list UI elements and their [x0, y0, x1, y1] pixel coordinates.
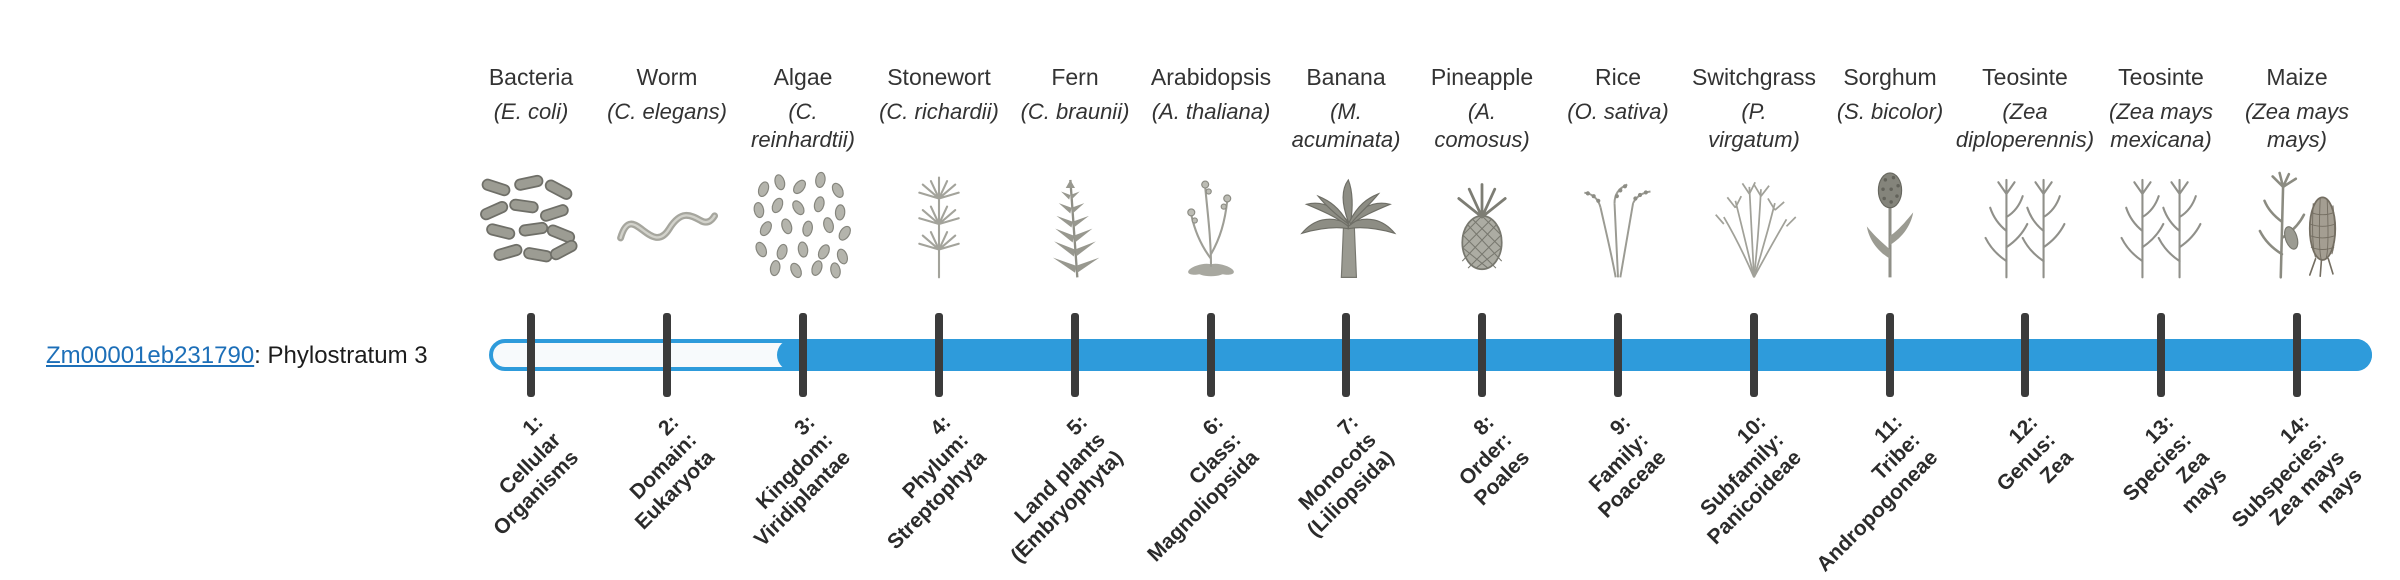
- organism-column: Rice (O. sativa): [1543, 62, 1693, 282]
- stratum-tick: [1886, 313, 1894, 397]
- banana-illustration: [1288, 164, 1404, 282]
- organism-common-name: Bacteria: [488, 64, 574, 90]
- organism-column: Teosinte (Zea mays mexicana): [2086, 62, 2236, 282]
- stratum-tick: [663, 313, 671, 397]
- organism-scientific-name: (S. bicolor): [1836, 99, 1944, 124]
- organism-common-name: Banana: [1306, 64, 1386, 90]
- organism-column: Sorghum (S. bicolor): [1815, 62, 1965, 282]
- organism-common-name: Rice: [1594, 64, 1641, 90]
- organism-column: Maize (Zea mays mays): [2222, 62, 2372, 282]
- organism-column: Fern (C. braunii): [1000, 62, 1150, 282]
- algae-illustration: [745, 164, 861, 282]
- stratum-tick: [799, 313, 807, 397]
- organism-column: Bacteria (E. coli): [456, 62, 606, 282]
- organism-common-name: Teosinte: [1982, 64, 2068, 90]
- organism-common-name: Switchgrass: [1692, 64, 1816, 90]
- arabidopsis-illustration: [1153, 164, 1269, 282]
- stratum-tick: [2293, 313, 2301, 397]
- organism-scientific-name: (C. reinhardtii): [751, 99, 855, 152]
- stratum-tick: [935, 313, 943, 397]
- organism-common-name: Arabidopsis: [1150, 64, 1272, 90]
- stratum-tick: [1071, 313, 1079, 397]
- organism-common-name: Worm: [636, 64, 698, 90]
- organism-column: Worm (C. elegans): [592, 62, 742, 282]
- organism-common-name: Teosinte: [2118, 64, 2204, 90]
- organism-scientific-name: (O. sativa): [1567, 99, 1669, 124]
- organism-scientific-name: (E. coli): [493, 99, 569, 124]
- rice-illustration: [1560, 164, 1676, 282]
- organism-column: Pineapple (A. comosus): [1407, 62, 1557, 282]
- stonewort-illustration: [881, 164, 997, 282]
- stratum-tick: [1342, 313, 1350, 397]
- maize-illustration: [2239, 164, 2355, 282]
- stratum-tick: [2021, 313, 2029, 397]
- teosinte-illustration: [1967, 164, 2083, 282]
- organism-scientific-name: (Zea mays mays): [2245, 99, 2349, 152]
- phylostratum-text: : Phylostratum 3: [254, 342, 428, 369]
- organism-scientific-name: (C. elegans): [607, 99, 727, 124]
- teosinte-illustration: [2103, 164, 2219, 282]
- organism-column: Switchgrass (P. virgatum): [1679, 62, 1829, 282]
- organism-column: Stonewort (C. richardii): [864, 62, 1014, 282]
- worm-illustration: [609, 164, 725, 282]
- gene-id-link[interactable]: Zm00001eb231790: [46, 342, 255, 369]
- organism-scientific-name: (Zea mays mexicana): [2109, 99, 2213, 152]
- stratum-tick: [1207, 313, 1215, 397]
- organism-column: Arabidopsis (A. thaliana): [1136, 62, 1286, 282]
- organism-scientific-name: (M. acuminata): [1291, 99, 1401, 152]
- stratum-tick: [1750, 313, 1758, 397]
- organism-column: Teosinte (Zea diploperennis): [1950, 62, 2100, 282]
- organism-common-name: Fern: [1051, 64, 1099, 90]
- stratum-tick: [1478, 313, 1486, 397]
- organism-scientific-name: (A. thaliana): [1151, 99, 1271, 124]
- organism-common-name: Stonewort: [887, 64, 991, 90]
- organism-common-name: Sorghum: [1843, 64, 1937, 90]
- organism-scientific-name: (C. richardii): [879, 99, 999, 124]
- fern-illustration: [1017, 164, 1133, 282]
- organism-column: Banana (M. acuminata): [1271, 62, 1421, 282]
- organism-scientific-name: (C. braunii): [1020, 99, 1130, 124]
- sorghum-illustration: [1832, 164, 1948, 282]
- stratum-tick: [527, 313, 535, 397]
- bacteria-illustration: [473, 164, 589, 282]
- switchgrass-illustration: [1696, 164, 1812, 282]
- stratum-tick: [1614, 313, 1622, 397]
- organism-common-name: Pineapple: [1430, 64, 1534, 90]
- organism-column: Algae (C. reinhardtii): [728, 62, 878, 282]
- organism-common-name: Algae: [773, 64, 833, 90]
- organism-common-name: Maize: [2266, 64, 2328, 90]
- stratum-tick: [2157, 313, 2165, 397]
- organism-scientific-name: (A. comosus): [1434, 99, 1530, 152]
- pineapple-illustration: [1424, 164, 1540, 282]
- gene-label: Zm00001eb231790: Phylostratum 3: [46, 342, 428, 370]
- phylostratum-bar-fill: [777, 339, 2372, 371]
- organism-scientific-name: (P. virgatum): [1708, 99, 1800, 152]
- organism-scientific-name: (Zea diploperennis): [1955, 99, 2095, 152]
